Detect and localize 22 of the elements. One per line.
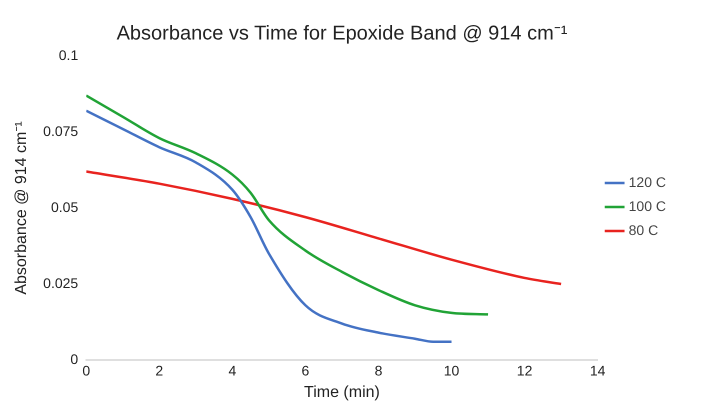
legend-label: 80 C [628, 222, 658, 238]
y-tick-label: 0.025 [43, 274, 78, 291]
y-tick-label: 0.05 [50, 198, 78, 215]
x-tick-label: 2 [155, 362, 164, 378]
legend-label: 100 C [628, 198, 666, 214]
line-series [86, 94, 490, 316]
x-tick-label: 6 [302, 362, 310, 378]
legend-label: 120 C [628, 174, 666, 190]
line-series [86, 170, 562, 286]
x-axis-title: Time (min) [304, 384, 380, 401]
chart-title: Absorbance vs Time for Epoxide Band @ 914 cm⁻¹ [116, 22, 568, 45]
y-axis-title: Absorbance @ 914 cm⁻¹ [13, 121, 30, 295]
x-tick-label: 0 [82, 362, 90, 378]
x-tick-label: 14 [590, 362, 606, 378]
line-series [86, 109, 453, 344]
x-tick-label: 10 [444, 362, 460, 378]
x-tick-label: 4 [228, 362, 236, 378]
x-tick-label: 12 [516, 362, 533, 378]
y-tick-label: 0.075 [43, 122, 78, 139]
y-tick-label: 0.1 [58, 46, 78, 63]
x-tick-label: 8 [374, 362, 383, 378]
y-tick-label: 0 [70, 350, 78, 367]
